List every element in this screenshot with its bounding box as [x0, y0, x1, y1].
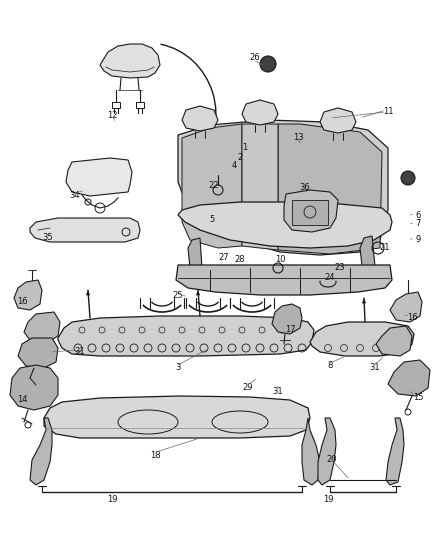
Text: 31: 31	[75, 348, 85, 357]
Text: 20: 20	[327, 456, 337, 464]
Text: 31: 31	[370, 364, 380, 373]
Text: 12: 12	[107, 110, 117, 119]
Text: 34: 34	[70, 191, 80, 200]
Polygon shape	[386, 418, 404, 485]
Text: 2: 2	[237, 154, 243, 163]
Polygon shape	[66, 158, 132, 196]
Text: 5: 5	[209, 215, 215, 224]
Text: 16: 16	[17, 297, 27, 306]
Text: 26: 26	[250, 53, 260, 62]
Polygon shape	[24, 312, 60, 342]
Circle shape	[260, 56, 276, 72]
Polygon shape	[310, 322, 414, 356]
Polygon shape	[188, 238, 202, 270]
Polygon shape	[242, 124, 278, 250]
Text: 10: 10	[275, 255, 285, 264]
Polygon shape	[272, 304, 302, 334]
Polygon shape	[30, 218, 140, 242]
Text: 15: 15	[413, 392, 423, 401]
Text: 13: 13	[293, 133, 303, 142]
Text: 22: 22	[209, 181, 219, 190]
Text: 6: 6	[415, 211, 420, 220]
Polygon shape	[58, 316, 314, 356]
Polygon shape	[100, 44, 160, 78]
Polygon shape	[176, 265, 392, 295]
Text: 28: 28	[235, 255, 245, 264]
Text: 17: 17	[285, 326, 295, 335]
Polygon shape	[360, 236, 375, 268]
Text: 18: 18	[150, 450, 160, 459]
Text: 9: 9	[415, 236, 420, 245]
Polygon shape	[278, 124, 382, 254]
Text: 8: 8	[327, 360, 333, 369]
Text: 3: 3	[175, 364, 181, 373]
Text: 16: 16	[407, 313, 417, 322]
Polygon shape	[376, 326, 412, 356]
Polygon shape	[178, 120, 388, 255]
Text: 4: 4	[231, 160, 237, 169]
Text: 19: 19	[107, 496, 117, 505]
Polygon shape	[292, 200, 328, 225]
Text: 24: 24	[325, 273, 335, 282]
Polygon shape	[178, 202, 392, 248]
Polygon shape	[390, 292, 422, 322]
Text: 31: 31	[273, 387, 283, 397]
Polygon shape	[30, 418, 52, 485]
Polygon shape	[18, 338, 58, 368]
Polygon shape	[44, 396, 310, 438]
Circle shape	[401, 171, 415, 185]
Text: 11: 11	[383, 108, 393, 117]
Text: 21: 21	[380, 244, 390, 253]
Text: 7: 7	[415, 220, 420, 229]
Text: 25: 25	[173, 290, 183, 300]
Polygon shape	[182, 124, 242, 248]
Polygon shape	[302, 418, 320, 485]
Text: 36: 36	[300, 183, 311, 192]
Text: 1: 1	[242, 143, 247, 152]
Polygon shape	[242, 100, 278, 125]
Text: 14: 14	[17, 395, 27, 405]
Text: 19: 19	[323, 496, 333, 505]
Polygon shape	[14, 280, 42, 310]
Text: 29: 29	[243, 384, 253, 392]
Polygon shape	[320, 108, 356, 133]
Polygon shape	[10, 365, 58, 410]
Text: 27: 27	[219, 254, 230, 262]
Text: 35: 35	[42, 233, 53, 243]
Text: 23: 23	[335, 263, 345, 272]
Polygon shape	[182, 106, 218, 131]
Polygon shape	[388, 360, 430, 396]
Polygon shape	[284, 190, 338, 232]
Polygon shape	[318, 418, 336, 485]
